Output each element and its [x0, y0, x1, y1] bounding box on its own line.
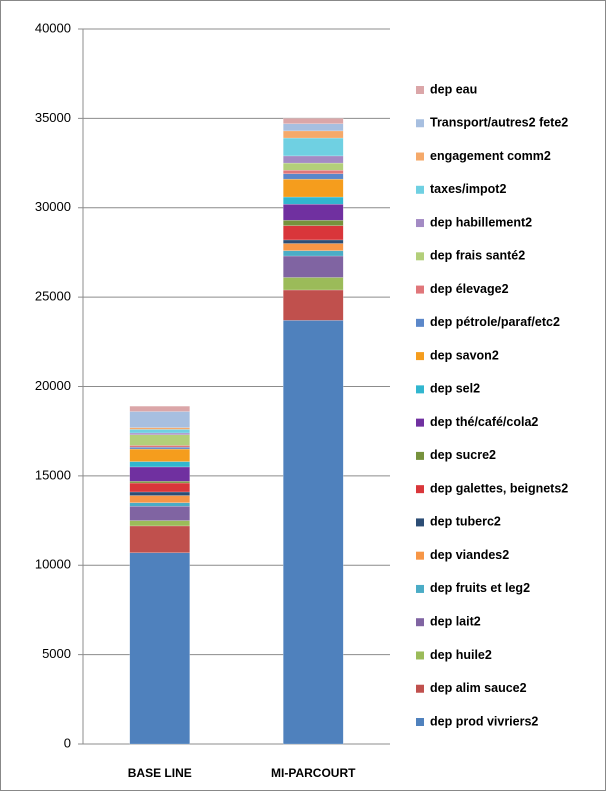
y-tick-label: 35000 [35, 110, 71, 125]
bar-segment [283, 250, 344, 257]
bar-segment [129, 481, 190, 484]
bar-segment [283, 162, 344, 171]
bar-segment [129, 466, 190, 482]
legend-swatch [416, 485, 424, 494]
legend-swatch [416, 618, 424, 627]
legend-label: dep pétrole/paraf/etc2 [430, 315, 560, 329]
legend-label: taxes/impot2 [430, 182, 506, 196]
legend-swatch [416, 185, 424, 194]
legend-label: dep habillement2 [430, 215, 532, 229]
bar-segment [129, 447, 190, 450]
bar-segment [129, 502, 190, 507]
bar-segment [283, 225, 344, 241]
bar-segment [129, 429, 190, 434]
bar-segment [129, 506, 190, 521]
legend-label: Transport/autres2 fete2 [430, 116, 568, 130]
legend-swatch [416, 651, 424, 660]
y-tick-label: 20000 [35, 378, 71, 393]
bar-segment [283, 170, 344, 174]
y-tick-label: 0 [64, 735, 71, 750]
bar-segment [129, 445, 190, 448]
legend-label: engagement comm2 [430, 149, 551, 163]
legend-label: dep viandes2 [430, 548, 509, 562]
legend-label: dep thé/café/cola2 [430, 415, 538, 429]
legend-label: dep alim sauce2 [430, 681, 527, 695]
legend-swatch [416, 119, 424, 128]
legend-label: dep élevage2 [430, 282, 509, 296]
y-tick-label: 25000 [35, 289, 71, 304]
x-tick-label: MI-PARCOURT [271, 766, 356, 780]
bar-segment [283, 220, 344, 226]
bar-segment [283, 178, 344, 198]
legend-swatch [416, 86, 424, 94]
y-tick-label: 30000 [35, 199, 71, 214]
y-tick-label: 5000 [42, 646, 71, 661]
bar-segment [283, 118, 344, 124]
legend-label: dep lait2 [430, 615, 481, 629]
bar-segment [129, 405, 190, 412]
legend-swatch [416, 551, 424, 560]
legend-swatch [416, 684, 424, 693]
legend-swatch [416, 252, 424, 261]
legend-swatch [416, 285, 424, 294]
bar-segment [283, 130, 344, 139]
bar-segment [129, 411, 190, 428]
legend-swatch [416, 385, 424, 394]
legend-swatch [416, 584, 424, 593]
legend-label: dep eau [430, 82, 477, 96]
bar-segment [129, 525, 190, 553]
x-tick-label: BASE LINE [128, 766, 192, 780]
legend-label: dep galettes, beignets2 [430, 481, 568, 495]
y-tick-label: 40000 [35, 20, 71, 35]
bar-segment [129, 448, 190, 462]
y-tick-label: 15000 [35, 467, 71, 482]
bar-segment [283, 196, 344, 205]
bar-segment [283, 203, 344, 221]
bar-segment [129, 482, 190, 493]
bar-segment [283, 239, 344, 244]
bar-segment [129, 520, 190, 527]
bar-segment [129, 432, 190, 435]
bar-segment [283, 320, 344, 745]
bar-segment [283, 277, 344, 291]
bar-segment [283, 137, 344, 157]
bar-segment [283, 155, 344, 164]
bar-segment [129, 461, 190, 468]
legend-label: dep tuberc2 [430, 515, 501, 529]
legend-swatch [416, 219, 424, 228]
legend-swatch [416, 718, 424, 726]
legend-swatch [416, 152, 424, 161]
legend-label: dep savon2 [430, 348, 499, 362]
legend-swatch [416, 352, 424, 361]
bar-segment [283, 255, 344, 278]
legend-swatch [416, 451, 424, 460]
legend-label: dep sucre2 [430, 448, 496, 462]
bar-segment [283, 123, 344, 132]
bar-segment [283, 243, 344, 251]
bar-segment [129, 552, 190, 745]
legend-label: dep fruits et leg2 [430, 581, 530, 595]
y-tick-label: 10000 [35, 557, 71, 572]
legend-label: dep prod vivriers2 [430, 714, 538, 728]
bar-segment [129, 434, 190, 446]
legend-label: dep sel2 [430, 382, 480, 396]
bar-segment [129, 491, 190, 496]
bar-segment [129, 427, 190, 430]
legend-label: dep huile2 [430, 648, 492, 662]
bar-segment [283, 289, 344, 321]
legend-swatch [416, 318, 424, 327]
legend-label: dep frais santé2 [430, 249, 525, 263]
bar-segment [283, 173, 344, 180]
bar-segment [129, 495, 190, 503]
legend-swatch [416, 418, 424, 427]
legend-swatch [416, 518, 424, 527]
